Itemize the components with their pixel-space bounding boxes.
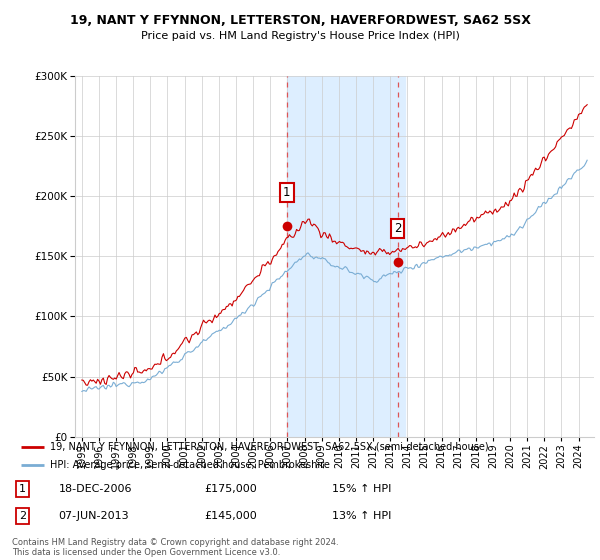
Text: 18-DEC-2006: 18-DEC-2006 [59, 484, 132, 494]
Text: £175,000: £175,000 [204, 484, 257, 494]
Text: 1: 1 [19, 484, 26, 494]
Text: 19, NANT Y FFYNNON, LETTERSTON, HAVERFORDWEST, SA62 5SX: 19, NANT Y FFYNNON, LETTERSTON, HAVERFOR… [70, 14, 530, 27]
Text: 15% ↑ HPI: 15% ↑ HPI [332, 484, 391, 494]
Text: Price paid vs. HM Land Registry's House Price Index (HPI): Price paid vs. HM Land Registry's House … [140, 31, 460, 41]
Text: 07-JUN-2013: 07-JUN-2013 [59, 511, 129, 521]
Bar [287, 76, 405, 437]
Text: 1: 1 [283, 186, 290, 199]
Text: Contains HM Land Registry data © Crown copyright and database right 2024.
This d: Contains HM Land Registry data © Crown c… [12, 538, 338, 557]
Text: 2: 2 [19, 511, 26, 521]
Text: 19, NANT Y FFYNNON, LETTERSTON, HAVERFORDWEST, SA62 5SX (semi-detached house): 19, NANT Y FFYNNON, LETTERSTON, HAVERFOR… [50, 442, 488, 452]
Text: 2: 2 [394, 222, 401, 235]
Text: 13% ↑ HPI: 13% ↑ HPI [332, 511, 391, 521]
Text: HPI: Average price, semi-detached house, Pembrokeshire: HPI: Average price, semi-detached house,… [50, 460, 330, 470]
Text: £145,000: £145,000 [204, 511, 257, 521]
